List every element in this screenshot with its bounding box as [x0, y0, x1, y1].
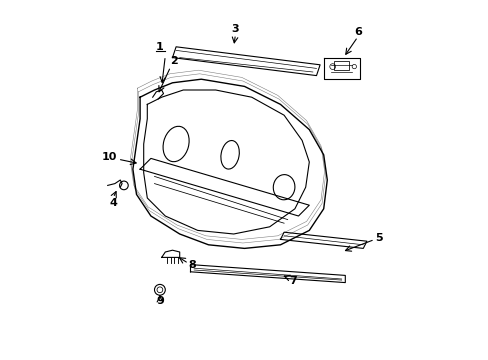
- Text: 3: 3: [231, 24, 239, 34]
- Text: 7: 7: [288, 276, 296, 286]
- Text: 10: 10: [102, 152, 117, 162]
- Text: 2: 2: [170, 56, 178, 66]
- Text: 6: 6: [353, 27, 361, 37]
- Text: 4: 4: [109, 198, 117, 208]
- Text: 1: 1: [156, 42, 163, 52]
- Text: 8: 8: [188, 260, 196, 270]
- Text: 5: 5: [375, 233, 383, 243]
- Text: 9: 9: [156, 296, 163, 306]
